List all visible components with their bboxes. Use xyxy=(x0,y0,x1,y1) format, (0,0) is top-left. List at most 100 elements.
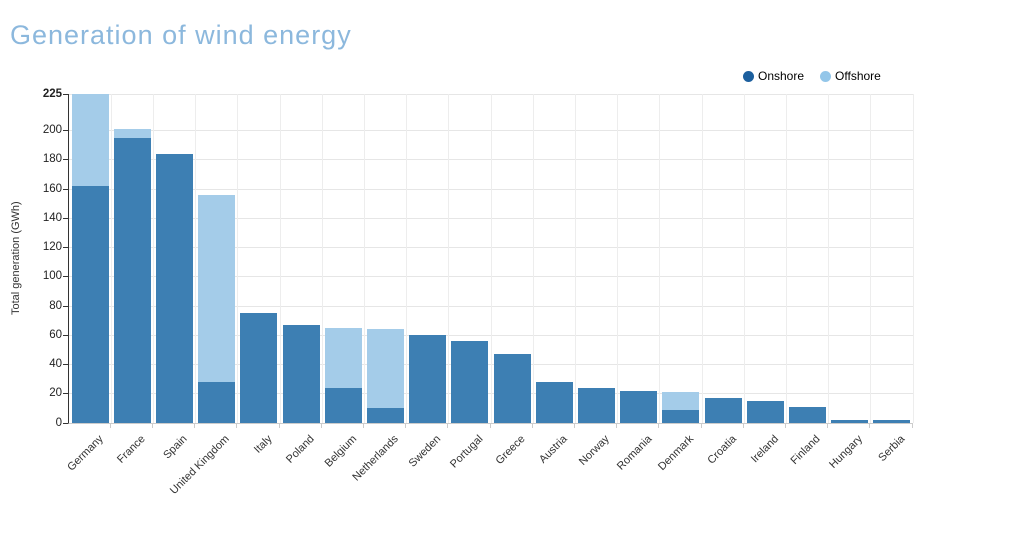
gridline-vertical xyxy=(870,94,872,423)
bar-onshore-portugal[interactable] xyxy=(451,341,489,423)
y-axis-tick-mark xyxy=(63,188,68,190)
bar-onshore-spain[interactable] xyxy=(155,153,194,423)
bar-onshore-italy[interactable] xyxy=(240,313,278,423)
x-axis-tick-mark xyxy=(194,424,196,428)
x-axis-tick-mark xyxy=(616,424,618,428)
gridline-vertical xyxy=(448,94,450,423)
y-axis-tick-mark xyxy=(63,247,68,249)
bar-onshore-serbia[interactable] xyxy=(873,420,911,423)
bar-onshore-hungary[interactable] xyxy=(831,420,869,423)
x-axis-tick-mark xyxy=(700,424,702,428)
bar-onshore-austria[interactable] xyxy=(535,382,573,423)
bar-onshore-united-kingdom[interactable] xyxy=(198,382,236,423)
gridline-vertical xyxy=(110,94,112,423)
bar-onshore-romania[interactable] xyxy=(620,390,658,423)
x-axis-category-label: France xyxy=(115,433,148,466)
y-axis-tick-mark xyxy=(63,217,68,219)
y-axis-tick-label: 140 xyxy=(42,211,62,224)
bar-onshore-germany[interactable] xyxy=(71,186,109,423)
gridline-vertical xyxy=(321,94,323,423)
y-axis-tick-mark xyxy=(63,159,68,161)
y-axis-tick-label: 60 xyxy=(49,328,62,341)
x-axis-category-label: Austria xyxy=(537,433,570,466)
legend-marker-icon xyxy=(820,70,832,82)
x-axis-tick-mark xyxy=(658,424,660,428)
y-axis-tick-label: 120 xyxy=(42,241,62,254)
gridline-vertical xyxy=(617,94,619,423)
x-axis-category-label: Croatia xyxy=(705,433,739,467)
x-axis-category-label: Portugal xyxy=(447,433,486,471)
bar-offshore-united-kingdom[interactable] xyxy=(198,194,236,383)
y-axis-tick-label: 0 xyxy=(55,416,62,429)
y-axis-tick-mark xyxy=(63,130,68,132)
x-axis-tick-mark xyxy=(151,424,153,428)
legend-label: Onshore xyxy=(758,69,805,83)
x-axis-tick-mark xyxy=(405,424,407,428)
x-axis-tick-mark xyxy=(362,424,364,428)
x-axis-category-label: Poland xyxy=(283,433,317,466)
legend-label: Offshore xyxy=(835,69,881,83)
bar-onshore-greece[interactable] xyxy=(493,354,531,423)
bar-onshore-poland[interactable] xyxy=(282,325,320,423)
bar-onshore-finland[interactable] xyxy=(788,406,827,423)
x-axis-tick-mark xyxy=(742,424,744,428)
bar-onshore-sweden[interactable] xyxy=(409,335,447,423)
y-axis-tick-mark xyxy=(63,334,68,336)
bar-offshore-belgium[interactable] xyxy=(324,327,362,388)
bar-offshore-denmark[interactable] xyxy=(662,392,700,410)
bar-onshore-denmark[interactable] xyxy=(662,409,700,423)
bar-onshore-norway[interactable] xyxy=(577,387,616,423)
bar-onshore-france[interactable] xyxy=(113,137,151,423)
x-axis-category-label: Denmark xyxy=(656,433,697,474)
y-axis-tick-label: 100 xyxy=(42,270,62,283)
x-axis-category-label: Ireland xyxy=(748,433,781,466)
legend-item-offshore[interactable]: Offshore xyxy=(820,69,881,83)
gridline-vertical xyxy=(701,94,703,423)
y-axis-tick-mark xyxy=(63,305,68,307)
gridline-vertical xyxy=(152,94,154,423)
bar-onshore-croatia[interactable] xyxy=(704,398,742,423)
x-axis-tick-mark xyxy=(236,424,238,428)
gridline-vertical xyxy=(490,94,492,423)
x-axis-tick-mark xyxy=(109,424,111,428)
gridline-vertical xyxy=(279,94,281,423)
x-axis-tick-mark xyxy=(573,424,575,428)
x-axis-category-label: Sweden xyxy=(406,433,444,470)
gridline-vertical xyxy=(659,94,661,423)
x-axis-tick-mark xyxy=(911,424,913,428)
x-axis-category-label: Belgium xyxy=(322,433,359,470)
x-axis-category-label: Italy xyxy=(251,433,275,456)
y-axis-tick-label: 180 xyxy=(42,153,62,166)
y-axis-tick-label: 80 xyxy=(49,299,62,312)
x-axis-tick-mark xyxy=(278,424,280,428)
y-axis-tick-mark xyxy=(63,93,68,95)
y-axis-tick-label: 20 xyxy=(49,387,62,400)
bar-offshore-france[interactable] xyxy=(113,129,151,138)
x-axis-category-label: Greece xyxy=(493,433,528,467)
gridline-vertical xyxy=(532,94,534,423)
gridline-vertical xyxy=(237,94,239,423)
y-axis-tick-label: 160 xyxy=(42,182,62,195)
x-axis-category-label: Romania xyxy=(614,433,655,473)
x-axis-tick-mark xyxy=(784,424,786,428)
y-axis-tick-mark xyxy=(63,276,68,278)
bar-offshore-germany[interactable] xyxy=(71,94,109,187)
bar-onshore-netherlands[interactable] xyxy=(366,408,405,423)
x-axis-category-label: Spain xyxy=(161,433,190,462)
bar-onshore-ireland[interactable] xyxy=(746,401,784,423)
bar-onshore-belgium[interactable] xyxy=(324,387,362,423)
gridline-vertical xyxy=(574,94,576,423)
x-axis-tick-mark xyxy=(531,424,533,428)
x-axis-tick-mark xyxy=(489,424,491,428)
gridline-vertical xyxy=(406,94,408,423)
legend-item-onshore[interactable]: Onshore xyxy=(743,69,804,83)
y-axis-tick-mark xyxy=(63,422,68,424)
y-axis-tick-label: 200 xyxy=(42,124,62,137)
x-axis-tick-mark xyxy=(320,424,322,428)
gridline-vertical xyxy=(195,94,197,423)
x-axis-category-label: Germany xyxy=(65,433,106,474)
x-axis-category-label: Finland xyxy=(788,433,823,467)
gridline-vertical xyxy=(743,94,745,423)
bar-offshore-netherlands[interactable] xyxy=(366,329,405,409)
